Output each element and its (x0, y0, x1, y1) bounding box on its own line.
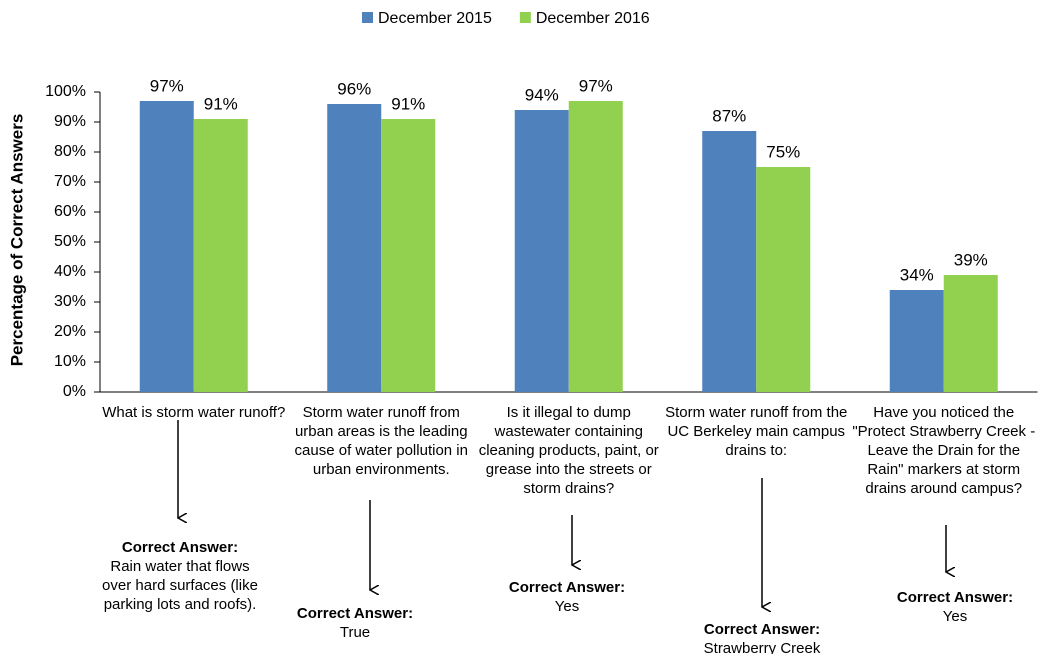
bar (943, 275, 998, 392)
y-tick-label: 10% (54, 353, 86, 370)
bar (381, 119, 436, 392)
bar (568, 101, 623, 392)
y-tick-label: 70% (54, 173, 86, 190)
annotation-text: Yes (942, 608, 968, 625)
y-tick-label: 20% (54, 323, 86, 340)
x-tick-label: Storm water runoff from the UC Berkeley … (665, 404, 848, 459)
y-tick-label: 60% (54, 203, 86, 220)
legend-swatch (519, 12, 531, 23)
bar (702, 131, 757, 392)
x-tick-label: What is storm water runoff? (102, 404, 286, 421)
value-label: 34% (900, 265, 934, 284)
annotation: Correct Answer: Yes (875, 588, 1035, 626)
legend-label: December 2015 (378, 10, 492, 27)
value-label: 39% (954, 250, 988, 269)
annotation-text: True (339, 624, 371, 641)
annotation-label: Correct Answer: (296, 605, 414, 622)
value-label: 87% (712, 106, 746, 125)
annotation-text: Yes (554, 598, 580, 615)
annotation: Correct Answer: Strawberry Creek (682, 620, 842, 654)
value-label: 91% (391, 94, 425, 113)
annotation: Correct Answer: True (275, 604, 435, 642)
value-label: 96% (337, 79, 371, 98)
annotation-label: Correct Answer: (508, 579, 626, 596)
bar (139, 101, 194, 392)
y-axis-label: Percentage of Correct Answers (7, 114, 26, 367)
bar (514, 110, 569, 392)
value-label: 94% (525, 85, 559, 104)
annotation: Correct Answer: Yes (487, 578, 647, 616)
y-tick-label: 50% (54, 233, 86, 250)
y-tick-label: 80% (54, 143, 86, 160)
bar (889, 290, 944, 392)
x-tick-label: Storm water runoff from urban areas is t… (294, 404, 468, 478)
y-tick-label: 100% (45, 83, 86, 100)
legend-label: December 2016 (536, 10, 650, 27)
value-label: 91% (204, 94, 238, 113)
y-tick-label: 90% (54, 113, 86, 130)
annotation-text: Strawberry Creek (703, 640, 821, 654)
value-label: 97% (579, 76, 613, 95)
annotation-text: Rain water that flows over hard surfaces… (102, 558, 258, 613)
annotation-label: Correct Answer: (896, 589, 1014, 606)
bar (193, 119, 248, 392)
annotation-label: Correct Answer: (121, 539, 239, 556)
annotation: Correct Answer: Rain water that flows ove… (100, 538, 260, 614)
value-label: 75% (766, 142, 800, 161)
y-tick-label: 0% (63, 383, 86, 400)
legend-swatch (362, 12, 373, 23)
bar (756, 167, 811, 392)
x-tick-label: Is it illegal to dump wastewater contain… (478, 404, 659, 497)
y-tick-label: 30% (54, 293, 86, 310)
annotation-label: Correct Answer: (703, 621, 821, 638)
value-label: 97% (150, 76, 184, 95)
x-tick-label: Have you noticed the "Protect Strawberry… (852, 404, 1036, 497)
y-tick-label: 40% (54, 263, 86, 280)
bar (327, 104, 382, 392)
